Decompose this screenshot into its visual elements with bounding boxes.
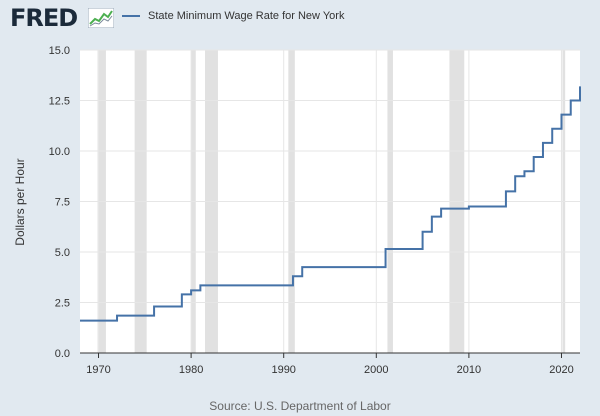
y-tick-label: 12.5 bbox=[49, 96, 70, 108]
fred-chart-icon bbox=[88, 8, 114, 28]
legend: State Minimum Wage Rate for New York bbox=[122, 10, 344, 22]
x-tick-label: 2000 bbox=[364, 364, 388, 376]
y-axis-label: Dollars per Hour bbox=[13, 158, 27, 245]
y-tick-label: 5.0 bbox=[55, 247, 70, 259]
chart-header: FRED State Minimum Wage Rate for New Yor… bbox=[0, 0, 600, 40]
source-note: Source: U.S. Department of Labor bbox=[209, 399, 391, 413]
series bbox=[80, 86, 581, 322]
x-tick-label: 2020 bbox=[549, 364, 573, 376]
x-axis-ticks: 1970 1980 1990 2000 2010 2020 bbox=[86, 353, 574, 376]
x-tick-label: 1970 bbox=[86, 364, 110, 376]
fred-logo[interactable]: FRED bbox=[10, 4, 78, 32]
x-tick-label: 2010 bbox=[457, 364, 481, 376]
legend-swatch bbox=[122, 15, 140, 17]
y-axis-ticks: 0.0 2.5 5.0 7.5 10.0 12.5 15.0 bbox=[49, 45, 70, 360]
y-tick-label: 0.0 bbox=[55, 348, 70, 360]
y-tick-label: 15.0 bbox=[49, 45, 70, 57]
y-tick-label: 2.5 bbox=[55, 298, 70, 310]
y-tick-label: 10.0 bbox=[49, 146, 70, 158]
series-line bbox=[80, 86, 581, 322]
x-tick-label: 1980 bbox=[179, 364, 203, 376]
legend-label: State Minimum Wage Rate for New York bbox=[148, 10, 345, 22]
gridlines bbox=[80, 49, 580, 353]
x-tick-label: 1990 bbox=[271, 364, 295, 376]
y-tick-label: 7.5 bbox=[55, 197, 70, 209]
